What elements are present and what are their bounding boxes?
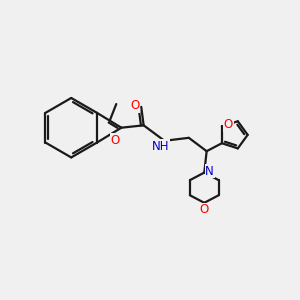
Text: O: O [224,118,233,131]
Text: O: O [200,203,209,216]
Text: N: N [205,165,214,178]
Text: O: O [110,134,120,147]
Text: O: O [130,99,139,112]
Text: NH: NH [152,140,169,153]
